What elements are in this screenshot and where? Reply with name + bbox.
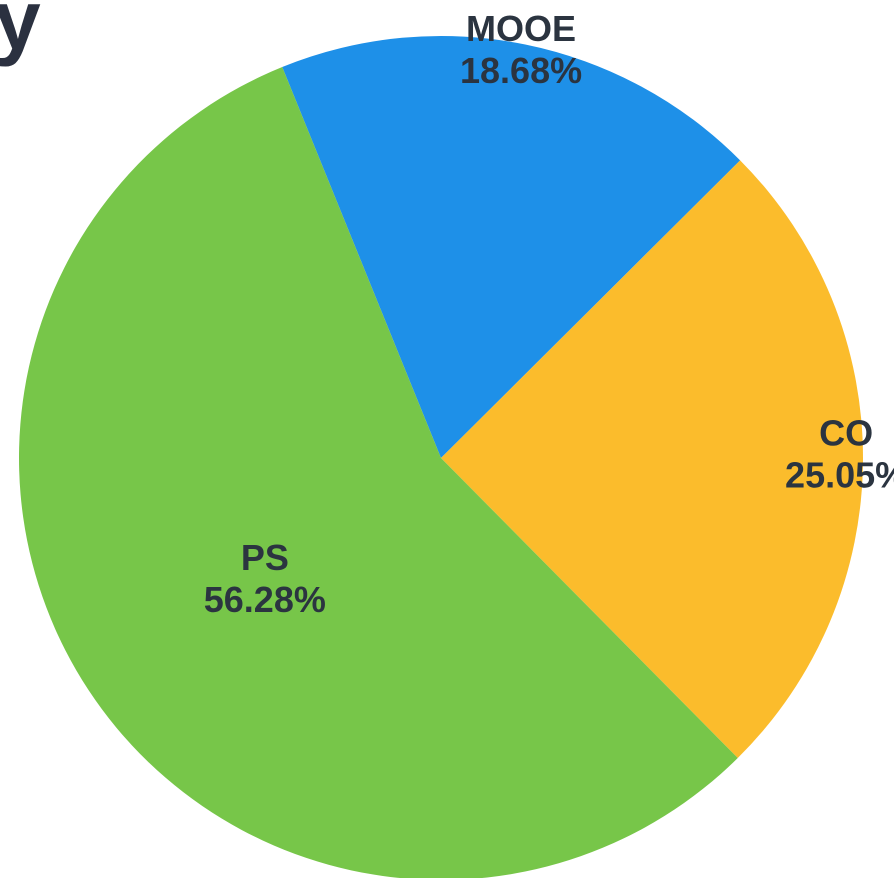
slice-name-label: PS xyxy=(241,537,289,578)
pie-slice-ps xyxy=(19,67,738,878)
slice-value-label: 56.28% xyxy=(204,579,326,620)
slice-value-label: 18.68% xyxy=(460,50,582,91)
slice-name-label: MOOE xyxy=(466,8,576,49)
chart-title-fragment: y xyxy=(0,0,41,67)
slice-name-label: CO xyxy=(819,413,873,454)
slice-value-label: 25.05% xyxy=(785,455,894,496)
pie-slice-co xyxy=(441,160,863,759)
pie-slice-mooe xyxy=(282,36,741,459)
